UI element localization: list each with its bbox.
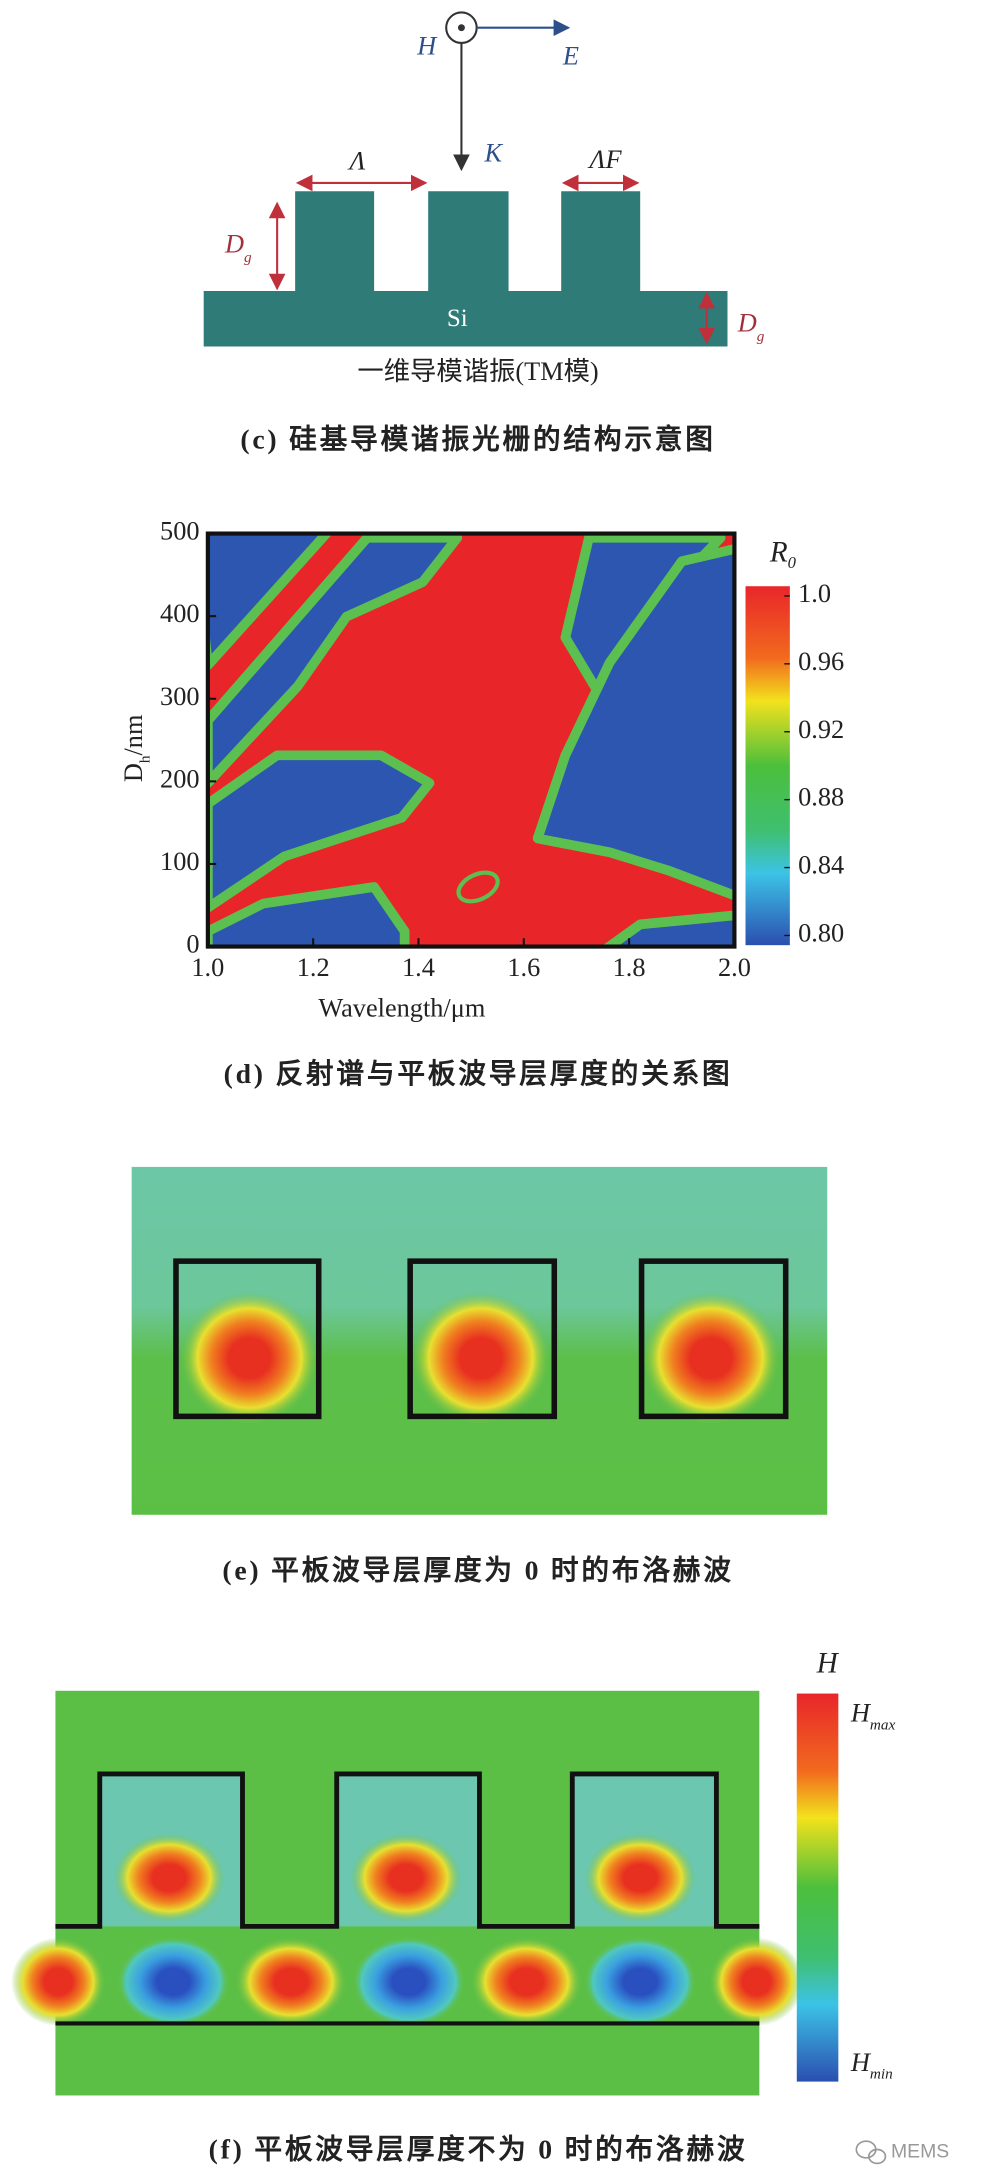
x-tick-label: 1.6: [507, 953, 540, 982]
panel-c: H E K Λ ΛF Dg Si Dg 一维导模谐振(TM模) (c) 硅基导模…: [203, 11, 765, 454]
panel-f: H Hmax Hmin (f) 平板波导层厚度不为 0 时的布洛赫波 MEMS: [11, 1648, 949, 2165]
panel-d: Wavelength/μm Dh/nm R0 (d) 反射谱与平板波导层厚度的关…: [119, 517, 844, 1090]
y-tick-label: 400: [160, 599, 199, 628]
y-tick-label: 300: [160, 682, 199, 711]
colorbar: [745, 586, 790, 946]
colorbar-title: R0: [769, 536, 797, 572]
y-tick-label: 500: [160, 517, 199, 546]
colorbar-tick-label: 1.0: [798, 579, 831, 608]
watermark: MEMS: [855, 2140, 949, 2165]
label-dg-sub: g: [757, 327, 765, 344]
x-tick-label: 1.2: [297, 953, 330, 982]
label-fill: ΛF: [587, 145, 623, 174]
colorbar-title-sub: 0: [788, 553, 797, 572]
bloch-modes: [11, 1833, 804, 2027]
y-axis-label: Dh/nm: [119, 714, 153, 782]
y-label-main: D: [119, 763, 148, 782]
x-tick-label: 1.8: [613, 953, 646, 982]
caption: (f) 平板波导层厚度不为 0 时的布洛赫波: [209, 2134, 748, 2165]
label-dg: Dg: [224, 230, 252, 266]
heatmap: [207, 533, 735, 947]
colorbar-tick-label: 0.80: [798, 919, 844, 948]
label-h: H: [416, 32, 438, 61]
label-dg-sub: g: [244, 248, 252, 265]
bloch-modes: [180, 1291, 781, 1425]
colorbar-title-main: R: [769, 536, 788, 568]
colorbar-tick-label: 0.96: [798, 647, 844, 676]
label-e: E: [562, 41, 579, 70]
colorbar-min: Hmin: [850, 2048, 893, 2082]
label-si: Si: [447, 305, 468, 332]
colorbar-tick-label: 0.92: [798, 715, 844, 744]
y-tick-label: 100: [160, 847, 199, 876]
grating-outline: [173, 1258, 789, 1420]
label-k: K: [484, 138, 504, 167]
caption: (d) 反射谱与平板波导层厚度的关系图: [224, 1058, 733, 1089]
y-label-sub: h: [136, 755, 153, 763]
colorbar-max-main: H: [850, 1699, 872, 1728]
grating-outline: [55, 1771, 760, 1929]
h-field-dot: [457, 24, 465, 32]
panel-subtitle: 一维导模谐振(TM模): [357, 357, 598, 386]
caption: (c) 硅基导模谐振光栅的结构示意图: [240, 423, 715, 454]
x-tick-label: 2.0: [718, 953, 751, 982]
y-label-unit: /nm: [119, 714, 148, 755]
label-dg-main: D: [224, 230, 244, 259]
colorbar-min-main: H: [850, 2048, 872, 2077]
plot-frame: [205, 531, 737, 949]
caption: (e) 平板波导层厚度为 0 时的布洛赫波: [222, 1554, 733, 1585]
label-dg-main: D: [737, 309, 757, 338]
label-period: Λ: [347, 147, 366, 176]
colorbar: [796, 1693, 839, 2082]
x-tick-label: 1.0: [191, 953, 224, 982]
panel-e: (e) 平板波导层厚度为 0 时的布洛赫波: [131, 1166, 828, 1585]
colorbar-tick-label: 0.84: [798, 851, 844, 880]
colorbar-max: Hmax: [850, 1699, 896, 1733]
colorbar-title: H: [816, 1648, 840, 1680]
y-tick-label: 0: [186, 930, 199, 959]
colorbar-max-sub: max: [870, 1716, 896, 1733]
x-axis-label: Wavelength/μm: [318, 993, 486, 1022]
watermark-text: MEMS: [891, 2140, 949, 2162]
y-tick-label: 200: [160, 764, 199, 793]
x-tick-label: 1.4: [402, 953, 435, 982]
colorbar-tick-label: 0.88: [798, 783, 844, 812]
colorbar-min-sub: min: [870, 2065, 893, 2082]
grating: [203, 191, 728, 347]
label-dg: Dg: [737, 309, 765, 345]
